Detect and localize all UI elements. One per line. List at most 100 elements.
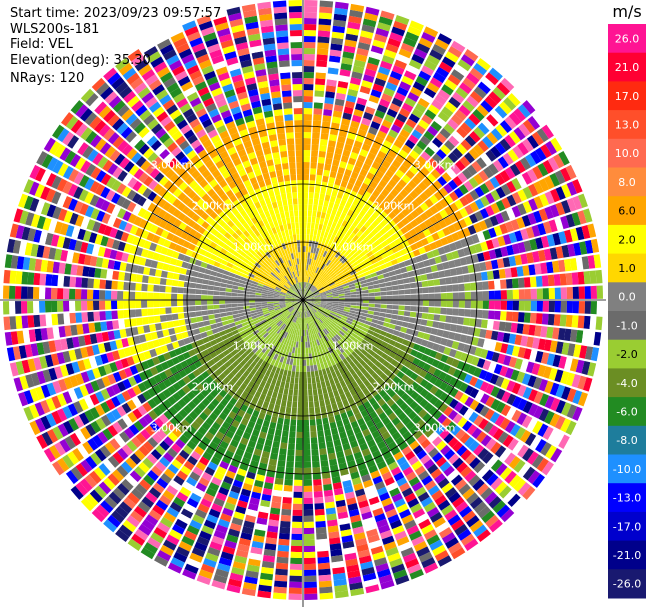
velocity-gate — [429, 215, 438, 225]
velocity-gate — [330, 37, 344, 46]
velocity-gate — [374, 300, 381, 304]
velocity-gate — [410, 86, 423, 97]
velocity-gate — [325, 267, 331, 274]
velocity-gate — [477, 122, 490, 135]
velocity-gate — [387, 202, 396, 211]
velocity-gate — [36, 342, 45, 356]
velocity-gate — [80, 497, 95, 512]
velocity-gate — [303, 371, 307, 378]
velocity-gate — [460, 139, 472, 151]
velocity-gate — [434, 38, 449, 51]
velocity-gate — [358, 261, 366, 267]
velocity-gate — [319, 592, 334, 600]
velocity-gate — [446, 308, 453, 316]
velocity-gate — [323, 273, 329, 279]
velocity-gate — [426, 341, 435, 349]
velocity-gate — [392, 290, 399, 295]
velocity-gate — [143, 350, 152, 360]
velocity-gate — [388, 412, 397, 421]
velocity-gate — [415, 206, 424, 215]
velocity-gate — [321, 263, 326, 270]
velocity-gate — [448, 96, 461, 109]
velocity-gate — [415, 281, 423, 288]
velocity-gate — [457, 59, 472, 72]
velocity-gate — [310, 425, 317, 432]
velocity-gate — [134, 449, 146, 461]
velocity-gate — [444, 79, 458, 91]
velocity-gate — [218, 486, 230, 496]
velocity-gate — [424, 109, 437, 120]
velocity-gate — [469, 213, 479, 224]
velocity-gate — [272, 440, 280, 449]
velocity-gate — [270, 397, 277, 405]
velocity-gate — [339, 319, 346, 324]
velocity-gate — [434, 201, 444, 212]
velocity-gate — [323, 489, 334, 497]
velocity-gate — [181, 261, 189, 269]
velocity-gate — [485, 192, 496, 204]
velocity-gate — [546, 234, 556, 247]
velocity-gate — [155, 461, 167, 472]
velocity-gate — [464, 470, 477, 483]
velocity-gate — [285, 300, 292, 302]
velocity-gate — [407, 91, 420, 103]
velocity-gate — [421, 280, 429, 287]
velocity-gate — [157, 381, 167, 391]
velocity-gate — [511, 191, 522, 204]
velocity-gate — [177, 306, 184, 313]
velocity-gate — [393, 20, 408, 31]
velocity-gate — [303, 497, 313, 504]
velocity-gate — [104, 441, 116, 455]
velocity-gate — [316, 211, 322, 218]
velocity-gate — [367, 152, 376, 161]
velocity-gate — [287, 306, 294, 311]
velocity-gate — [278, 454, 287, 462]
velocity-gate — [46, 382, 57, 396]
velocity-gate — [314, 281, 319, 287]
velocity-gate — [105, 280, 112, 290]
velocity-gate — [414, 215, 424, 225]
velocity-gate — [370, 356, 378, 364]
velocity-gate — [329, 543, 342, 551]
velocity-gate — [442, 364, 451, 373]
velocity-gate — [359, 148, 369, 158]
velocity-gate — [511, 382, 522, 395]
velocity-gate — [232, 342, 240, 350]
velocity-gate — [350, 302, 357, 306]
velocity-gate — [326, 302, 333, 305]
velocity-gate — [282, 393, 288, 401]
velocity-gate — [51, 410, 62, 425]
velocity-gate — [202, 256, 210, 264]
velocity-gate — [297, 413, 303, 420]
velocity-gate — [330, 234, 336, 242]
velocity-gate — [117, 241, 126, 252]
velocity-gate — [286, 304, 293, 309]
velocity-gate — [330, 248, 336, 255]
velocity-gate — [561, 342, 570, 356]
velocity-gate — [246, 508, 258, 517]
velocity-gate — [105, 310, 112, 320]
velocity-gate — [359, 168, 368, 177]
velocity-gate — [292, 322, 296, 329]
velocity-gate — [207, 258, 216, 266]
velocity-gate — [263, 313, 271, 317]
velocity-gate — [517, 142, 529, 156]
velocity-gate — [62, 454, 75, 469]
velocity-gate — [318, 369, 323, 377]
velocity-gate — [294, 310, 299, 317]
velocity-gate — [291, 298, 298, 300]
velocity-gate — [513, 108, 527, 122]
velocity-gate — [175, 333, 184, 341]
velocity-gate — [391, 416, 401, 426]
velocity-gate — [324, 398, 331, 406]
velocity-gate — [219, 308, 226, 313]
velocity-gate — [304, 264, 307, 271]
velocity-gate — [323, 169, 330, 177]
velocity-gate — [572, 179, 583, 194]
velocity-gate — [424, 382, 434, 392]
velocity-gate — [427, 484, 440, 496]
velocity-gate — [249, 302, 256, 306]
velocity-gate — [540, 441, 552, 456]
velocity-gate — [575, 256, 584, 271]
velocity-gate — [452, 413, 463, 424]
